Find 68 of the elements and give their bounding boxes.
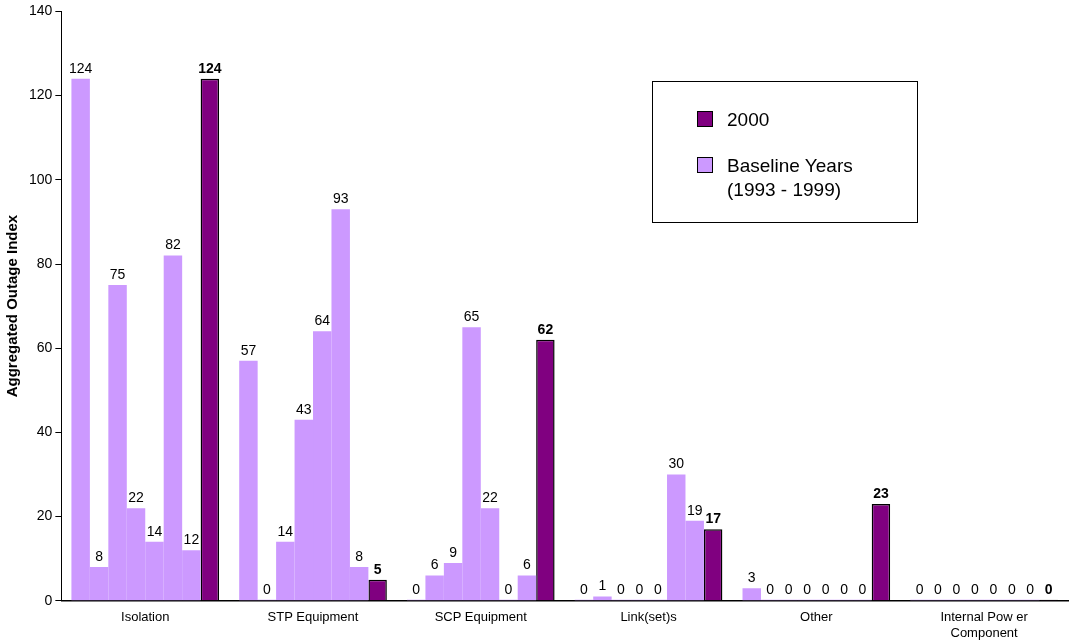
data-label: 8 [95,547,104,564]
data-label: 0 [803,580,812,597]
bar [742,588,761,601]
data-label: 0 [915,580,924,597]
data-label: 124 [198,59,222,76]
data-label: 0 [840,580,849,597]
data-label: 62 [537,320,554,337]
data-label: 43 [296,400,312,417]
data-label: 0 [504,580,513,597]
data-label: 0 [653,580,662,597]
data-label: 0 [970,580,979,597]
data-label: 22 [482,489,499,506]
data-label: 0 [1044,580,1053,597]
data-label: 0 [635,580,644,597]
data-label: 82 [165,236,181,253]
data-label: 57 [240,341,257,358]
data-label: 0 [766,580,775,597]
data-label: 0 [934,580,943,597]
x-tick-label: SCP Equipment [434,609,528,625]
bar [239,360,258,601]
data-label: 0 [262,580,271,597]
data-label: 0 [1026,580,1035,597]
data-label: 0 [1007,580,1016,597]
data-label: 1 [598,577,607,594]
data-label: 124 [68,59,93,76]
y-tick-label: 40 [36,423,53,440]
y-tick-label: 20 [36,507,53,524]
data-label: 23 [873,484,889,501]
data-label: 0 [616,580,625,597]
data-label: 0 [821,580,830,597]
data-label: 17 [705,510,722,527]
data-label: 14 [146,522,163,539]
data-label: 9 [449,543,458,560]
data-label: 64 [314,312,331,329]
data-label: 12 [183,531,200,548]
y-tick-label: 0 [44,591,53,608]
data-label: 8 [355,547,364,564]
y-tick-label: 60 [36,339,53,356]
y-tick-label: 120 [29,86,53,103]
data-label: 22 [128,489,145,506]
data-label: 6 [523,556,532,573]
data-label: 0 [580,580,589,597]
x-tick-label: Link(set)s [620,609,678,625]
data-label: 0 [952,580,961,597]
y-tick-label: 140 [29,2,53,19]
data-label: 3 [747,569,756,586]
data-label: 5 [373,560,382,577]
x-tick-label: STP Equipment [267,609,359,625]
x-tick-label: Internal Pow er Component [940,609,1029,640]
y-tick-label: 100 [29,170,53,187]
data-label: 0 [989,580,998,597]
data-label: 30 [668,455,685,472]
data-label: 0 [784,580,793,597]
x-tick-label: Isolation [121,609,170,625]
x-tick-label: Other [800,609,834,625]
data-label: 0 [858,580,867,597]
legend-label: Baseline Years (1993 - 1999) [727,154,854,203]
bar [517,575,537,601]
y-tick-label: 80 [36,254,53,271]
y-axis-title: Aggregated Outage Index [3,214,21,398]
data-label: 14 [277,522,294,539]
data-label: 93 [332,190,349,207]
legend-label: 2000 [727,108,771,133]
data-label: 75 [109,265,126,282]
data-label: 19 [686,501,703,518]
data-label: 0 [412,580,421,597]
data-label: 6 [430,556,439,573]
data-label: 65 [463,308,480,325]
